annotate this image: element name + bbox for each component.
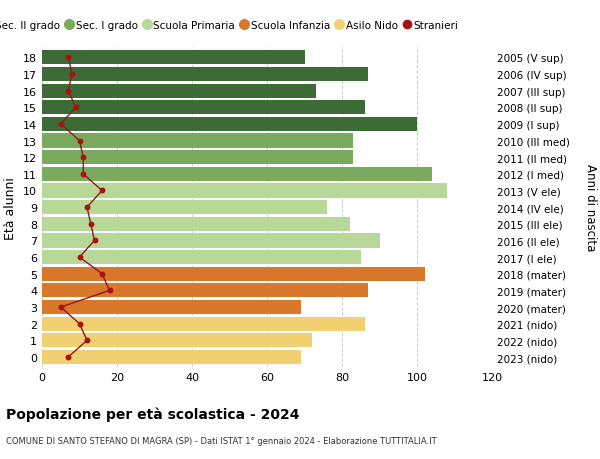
Legend: Sec. II grado, Sec. I grado, Scuola Primaria, Scuola Infanzia, Asilo Nido, Stran: Sec. II grado, Sec. I grado, Scuola Prim… (0, 17, 463, 35)
Bar (42, 267, 425, 281)
Point (86, 221, 95, 228)
Bar (42, 84, 316, 98)
Bar (42, 184, 447, 198)
Point (64, 88, 73, 95)
Point (64, 55, 73, 62)
Bar (42, 217, 350, 231)
Bar (42, 168, 432, 181)
Bar (42, 234, 380, 248)
Text: Popolazione per età scolastica - 2024: Popolazione per età scolastica - 2024 (6, 406, 299, 421)
Point (56, 304, 65, 311)
Point (97, 187, 107, 195)
Bar (42, 284, 368, 298)
Point (56, 121, 65, 129)
Point (82, 204, 92, 212)
Bar (42, 251, 361, 264)
Point (105, 287, 115, 294)
Text: COMUNE DI SANTO STEFANO DI MAGRA (SP) - Dati ISTAT 1° gennaio 2024 - Elaborazion: COMUNE DI SANTO STEFANO DI MAGRA (SP) - … (6, 436, 437, 445)
Bar (42, 334, 312, 347)
Point (97, 270, 107, 278)
Point (90, 237, 100, 245)
Bar (42, 118, 417, 132)
Bar (42, 51, 305, 65)
Bar (42, 101, 365, 115)
Point (75, 138, 85, 145)
Point (75, 254, 85, 261)
Point (79, 171, 88, 178)
Bar (42, 300, 301, 314)
Point (64, 353, 73, 361)
Bar (42, 201, 327, 215)
Point (79, 154, 88, 162)
Point (75, 320, 85, 328)
Bar (42, 317, 365, 331)
Bar (42, 350, 301, 364)
Point (82, 337, 92, 344)
Y-axis label: Età alunni: Età alunni (4, 176, 17, 239)
Bar (42, 134, 353, 148)
Bar (42, 151, 353, 165)
Point (71, 104, 80, 112)
Y-axis label: Anni di nascita: Anni di nascita (584, 164, 596, 251)
Point (67, 71, 77, 78)
Bar (42, 68, 368, 82)
